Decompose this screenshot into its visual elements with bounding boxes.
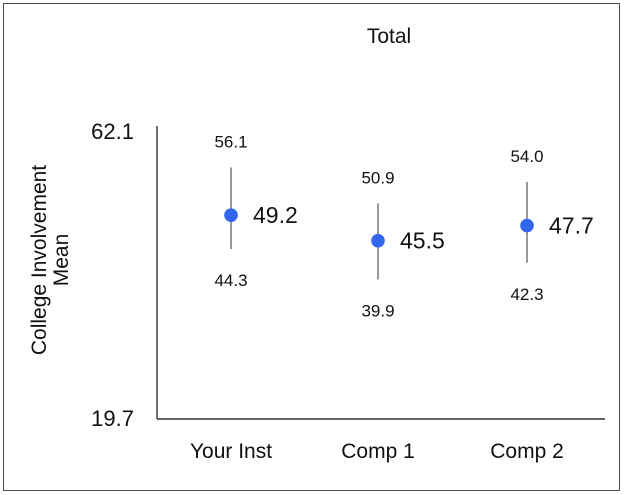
upper-bound-label: 50.9 <box>361 168 394 187</box>
mean-point <box>224 208 238 222</box>
x-axis-category-label: Comp 2 <box>490 440 564 463</box>
mean-point <box>520 218 534 233</box>
mean-value-label: 47.7 <box>549 213 594 239</box>
lower-bound-label: 42.3 <box>510 285 543 304</box>
mean-value-label: 49.2 <box>253 202 298 228</box>
chart-frame <box>3 3 620 491</box>
category-group-3: 47.7 54.0 42.3 Comp 2 <box>490 147 594 463</box>
y-axis-tick-bottom: 19.7 <box>91 406 134 431</box>
y-axis-label-line-2: Mean <box>50 234 73 287</box>
upper-bound-label: 54.0 <box>510 147 543 166</box>
x-axis-category-label: Comp 1 <box>341 440 415 463</box>
chart-title: Total <box>367 25 411 48</box>
category-group-1: 49.2 56.1 44.3 Your Inst <box>190 132 298 463</box>
y-axis-tick-top: 62.1 <box>91 119 134 144</box>
mean-value-label: 45.5 <box>400 228 445 254</box>
x-axis-category-label: Your Inst <box>190 440 272 463</box>
mean-point <box>371 233 385 248</box>
upper-bound-label: 56.1 <box>214 132 247 151</box>
lower-bound-label: 44.3 <box>214 271 247 290</box>
y-axis-label: College Involvement Mean <box>28 165 73 355</box>
category-group-2: 45.5 50.9 39.9 Comp 1 <box>341 168 445 463</box>
y-axis-label-line-1: College Involvement <box>28 165 51 355</box>
lower-bound-label: 39.9 <box>361 301 394 320</box>
